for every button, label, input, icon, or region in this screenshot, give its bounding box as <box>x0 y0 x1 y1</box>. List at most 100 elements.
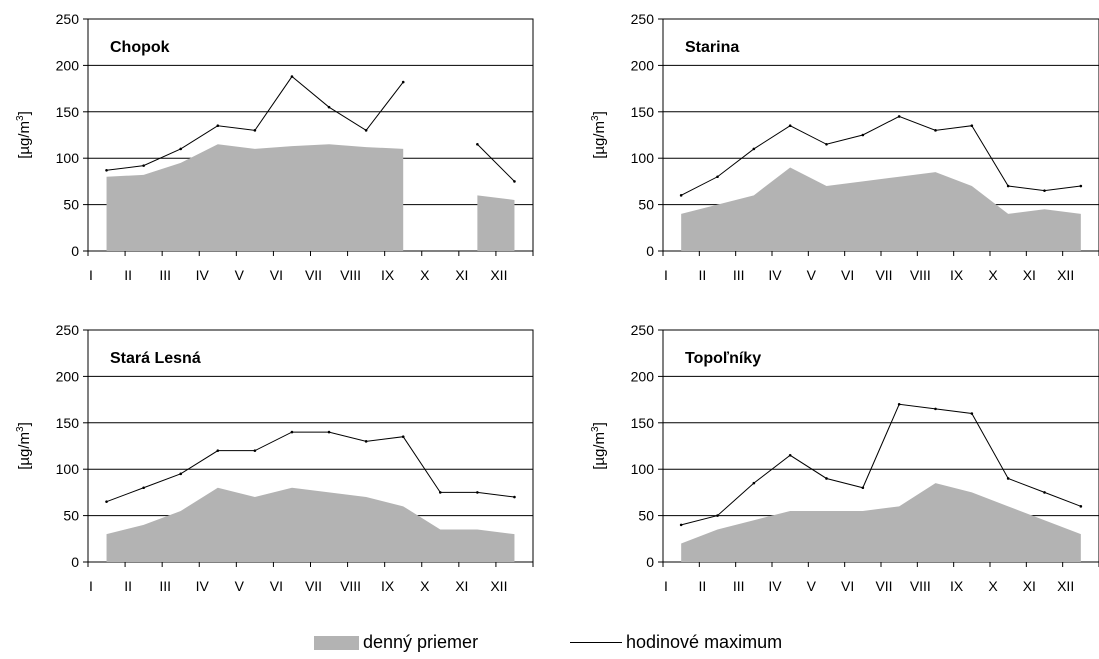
chart-title: Topoľníky <box>685 350 761 367</box>
x-tick-label: VI <box>270 578 283 594</box>
x-tick-label: I <box>664 578 668 594</box>
x-tick-label: II <box>124 578 132 594</box>
data-point-hodinove-maximum <box>970 124 974 128</box>
x-tick-label: III <box>733 578 745 594</box>
data-point-hodinove-maximum <box>253 449 257 452</box>
data-point-hodinove-maximum <box>897 402 901 406</box>
data-point-hodinove-maximum <box>476 142 479 146</box>
x-tick-label: IV <box>768 267 782 283</box>
series-line-hodinove-maximum <box>680 115 1081 196</box>
x-tick-label: XII <box>1057 578 1074 594</box>
y-axis-label: [µg/m3] <box>15 422 33 470</box>
data-point-hodinove-maximum <box>788 124 792 128</box>
x-tick-label: VI <box>841 578 854 594</box>
y-tick-label: 250 <box>631 322 655 338</box>
x-tick-label: IX <box>381 267 395 283</box>
x-tick-label: V <box>235 578 245 594</box>
x-tick-label: II <box>124 267 132 283</box>
series-area-denny-priemer <box>106 144 404 251</box>
x-tick-label: VII <box>875 267 892 283</box>
data-point-hodinove-maximum <box>788 453 792 457</box>
data-point-hodinove-maximum <box>216 449 220 452</box>
data-point-hodinove-maximum <box>179 147 183 151</box>
y-axis-label: [µg/m3] <box>590 111 608 159</box>
y-tick-label: 150 <box>56 104 80 120</box>
x-tick-label: XI <box>455 267 468 283</box>
y-axis-label: [µg/m3] <box>590 422 608 470</box>
y-tick-label: 50 <box>63 508 79 524</box>
data-point-hodinove-maximum <box>934 129 937 132</box>
y-tick-label: 0 <box>71 243 79 259</box>
y-tick-label: 250 <box>631 11 655 27</box>
data-point-hodinove-maximum <box>364 440 368 443</box>
data-point-hodinove-maximum <box>934 407 937 411</box>
data-point-hodinove-maximum <box>825 142 828 146</box>
x-tick-label: VIII <box>340 267 361 283</box>
data-point-hodinove-maximum <box>970 412 974 415</box>
y-tick-label: 0 <box>71 554 79 570</box>
y-tick-label: 100 <box>56 461 80 477</box>
data-point-hodinove-maximum <box>438 491 442 494</box>
y-axis-label: [µg/m3] <box>15 111 33 159</box>
y-tick-label: 50 <box>638 508 654 524</box>
data-point-hodinove-maximum <box>216 124 220 128</box>
data-point-hodinove-maximum <box>1043 491 1046 494</box>
data-point-hodinove-maximum <box>513 495 516 499</box>
legend-label-daily-mean: denný priemer <box>363 632 479 652</box>
x-tick-label: X <box>988 578 998 594</box>
x-tick-label: IX <box>950 267 964 283</box>
x-tick-label: III <box>159 267 171 283</box>
data-point-hodinove-maximum <box>513 180 516 183</box>
data-point-hodinove-maximum <box>105 168 108 172</box>
data-point-hodinove-maximum <box>679 523 683 527</box>
data-point-hodinove-maximum <box>1043 189 1046 192</box>
x-tick-label: VI <box>841 267 854 283</box>
x-tick-label: V <box>807 578 817 594</box>
legend-item-daily-mean: denný priemer <box>314 632 478 653</box>
x-tick-label: IX <box>381 578 395 594</box>
x-tick-label: X <box>420 578 430 594</box>
legend-swatch-line <box>570 642 622 643</box>
data-point-hodinove-maximum <box>1079 505 1083 508</box>
y-tick-label: 200 <box>56 57 80 73</box>
x-tick-label: VIII <box>910 267 931 283</box>
x-tick-label: IX <box>950 578 964 594</box>
x-tick-label: I <box>664 267 668 283</box>
x-tick-label: XI <box>1023 578 1036 594</box>
x-tick-label: V <box>807 267 817 283</box>
x-tick-label: II <box>698 267 706 283</box>
series-line-hodinove-maximum <box>477 143 515 182</box>
series-area-denny-priemer <box>106 487 515 562</box>
data-point-hodinove-maximum <box>679 194 683 197</box>
x-tick-label: X <box>988 267 998 283</box>
x-tick-label: III <box>733 267 745 283</box>
y-tick-label: 200 <box>631 57 655 73</box>
y-tick-label: 0 <box>646 243 654 259</box>
data-point-hodinove-maximum <box>897 115 901 118</box>
legend-label-hourly-max: hodinové maximum <box>626 632 783 652</box>
data-point-hodinove-maximum <box>290 430 294 434</box>
legend-item-hourly-max: hodinové maximum <box>570 632 782 653</box>
data-point-hodinove-maximum <box>825 477 828 480</box>
data-point-hodinove-maximum <box>752 147 756 151</box>
x-tick-label: IV <box>196 578 210 594</box>
data-point-hodinove-maximum <box>1006 184 1010 188</box>
x-tick-label: X <box>420 267 430 283</box>
series-area-denny-priemer <box>681 483 1081 562</box>
chart-title: Chopok <box>110 39 170 56</box>
data-point-hodinove-maximum <box>290 75 294 78</box>
data-point-hodinove-maximum <box>476 491 479 494</box>
data-point-hodinove-maximum <box>142 164 145 167</box>
chart-title: Stará Lesná <box>110 350 201 367</box>
y-tick-label: 200 <box>56 368 80 384</box>
data-point-hodinove-maximum <box>716 175 719 179</box>
y-tick-label: 100 <box>56 150 80 166</box>
data-point-hodinove-maximum <box>861 133 865 137</box>
series-area-denny-priemer <box>477 195 515 251</box>
data-point-hodinove-maximum <box>253 129 257 132</box>
x-tick-label: VIII <box>910 578 931 594</box>
x-tick-label: I <box>89 578 93 594</box>
x-tick-label: IV <box>768 578 782 594</box>
